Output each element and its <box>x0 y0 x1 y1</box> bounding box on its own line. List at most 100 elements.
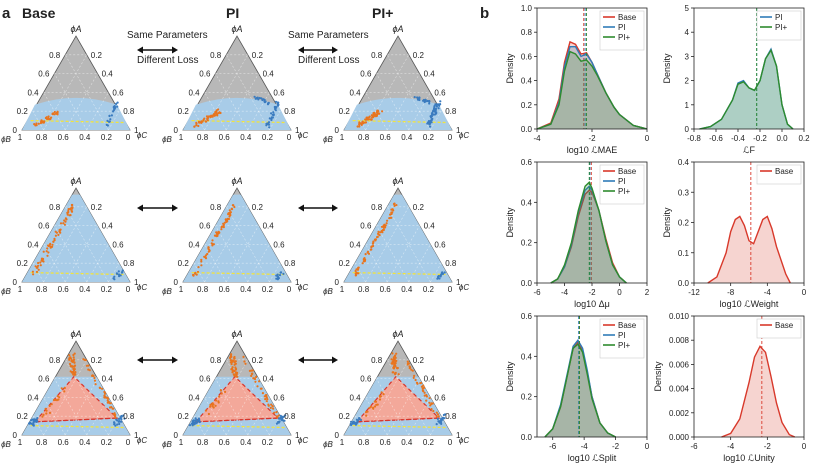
tick-right: 0.6 <box>112 88 124 97</box>
ternary-1-2: 0.8 0.6 0.4 0.2 0 0.2 0.4 0.6 0.8 1 1 0.8 0.6 0.4 0.2 0… <box>162 329 308 449</box>
data-point <box>244 362 247 365</box>
data-point <box>250 369 253 372</box>
data-point <box>192 274 195 277</box>
grid-line <box>54 73 88 131</box>
data-point <box>228 209 231 212</box>
tick-left: 0.4 <box>27 240 39 249</box>
tick-bottom: 0.6 <box>58 438 70 447</box>
tick-right: 0.4 <box>102 70 114 79</box>
data-point <box>224 390 227 393</box>
data-point <box>395 204 398 207</box>
data-point <box>113 423 116 426</box>
data-point <box>226 217 229 220</box>
data-point <box>397 373 400 376</box>
legend-label: Base <box>618 321 637 330</box>
data-point <box>378 112 381 115</box>
data-point <box>435 111 438 114</box>
data-point <box>207 246 210 249</box>
y-tick-label: 1.0 <box>521 4 533 13</box>
tick-right: 0.8 <box>445 259 457 268</box>
data-point <box>36 417 39 420</box>
grid-line <box>64 54 109 131</box>
red-tie-triangle <box>355 375 441 423</box>
vertex-label-b: ϕB <box>1 135 11 144</box>
data-point <box>32 423 35 426</box>
data-point <box>361 120 364 123</box>
data-point <box>406 360 409 363</box>
data-point <box>428 102 431 105</box>
y-axis-label: Density <box>505 207 515 238</box>
legend-label: PI <box>618 23 626 32</box>
data-point <box>272 407 275 410</box>
data-point <box>72 356 75 359</box>
data-point <box>354 269 357 273</box>
data-point <box>390 211 393 214</box>
data-point <box>275 274 278 277</box>
grid-line <box>225 225 259 283</box>
data-point <box>73 352 76 355</box>
tick-bottom: 0 <box>287 285 292 294</box>
tick-right: 0.2 <box>252 356 264 365</box>
arrow-head-right <box>172 204 178 212</box>
arrow-head-right <box>172 46 178 54</box>
panel-label-b: b <box>480 5 489 22</box>
density-fill-PI+ <box>544 344 616 437</box>
tick-left: 0.2 <box>178 107 190 116</box>
tick-bottom: 0 <box>287 133 292 142</box>
data-point <box>258 96 261 100</box>
data-point <box>217 230 220 233</box>
data-point <box>65 218 68 221</box>
data-point <box>73 361 76 364</box>
tick-bottom: 0.8 <box>197 285 209 294</box>
data-point <box>217 112 220 115</box>
data-point <box>101 387 104 390</box>
grid-line <box>43 359 88 436</box>
arrow-head-left <box>137 356 143 364</box>
density-fill-Base <box>544 342 616 437</box>
data-point <box>270 116 273 119</box>
data-point <box>200 258 203 261</box>
tick-left: 0.4 <box>349 240 361 249</box>
data-point <box>435 423 438 426</box>
tick-left: 0.2 <box>178 412 190 421</box>
tick-right: 0.2 <box>413 356 425 365</box>
scatter-points <box>354 202 446 280</box>
tick-left: 0.8 <box>49 356 61 365</box>
spinodal-line <box>352 271 446 276</box>
vertex-label-a: ϕA <box>70 24 81 34</box>
data-point <box>396 367 399 370</box>
y-tick-label: 0.008 <box>669 336 690 345</box>
data-point <box>233 369 236 372</box>
x-tick-label: -2 <box>612 442 620 451</box>
vertex-label-a: ϕA <box>231 176 242 186</box>
data-point <box>68 354 71 357</box>
data-point <box>392 357 395 360</box>
vertex-label-a: ϕA <box>70 176 81 186</box>
x-axis-label: log10 Δμ <box>574 299 610 309</box>
tick-left: 0.2 <box>17 259 29 268</box>
data-point <box>435 103 438 106</box>
grid-line <box>43 397 66 436</box>
scatter-points <box>27 352 126 427</box>
tick-bottom: 0.4 <box>240 285 252 294</box>
scatter-points <box>31 203 124 281</box>
data-point <box>430 403 433 406</box>
tick-bottom: 1 <box>18 133 23 142</box>
tick-bottom: 0.4 <box>240 133 252 142</box>
data-point <box>222 226 225 229</box>
tick-bottom: 0.8 <box>36 133 48 142</box>
data-point <box>359 418 362 421</box>
density-plot-4: -6 -4 -2 0 0.0 0.2 0.4 0.6 log10 ℒSplit Density Ba… <box>505 312 650 463</box>
tick-bottom: 1 <box>340 285 345 294</box>
data-point <box>233 205 236 209</box>
data-point <box>251 372 254 375</box>
data-point <box>116 419 119 422</box>
y-tick-label: 2 <box>685 77 690 86</box>
data-point <box>224 218 227 221</box>
tick-left: 0 <box>335 126 340 135</box>
tick-right: 1 <box>295 431 300 440</box>
tick-left: 0 <box>13 126 18 135</box>
data-point <box>421 387 424 390</box>
data-point <box>365 116 368 119</box>
data-point <box>37 264 40 267</box>
